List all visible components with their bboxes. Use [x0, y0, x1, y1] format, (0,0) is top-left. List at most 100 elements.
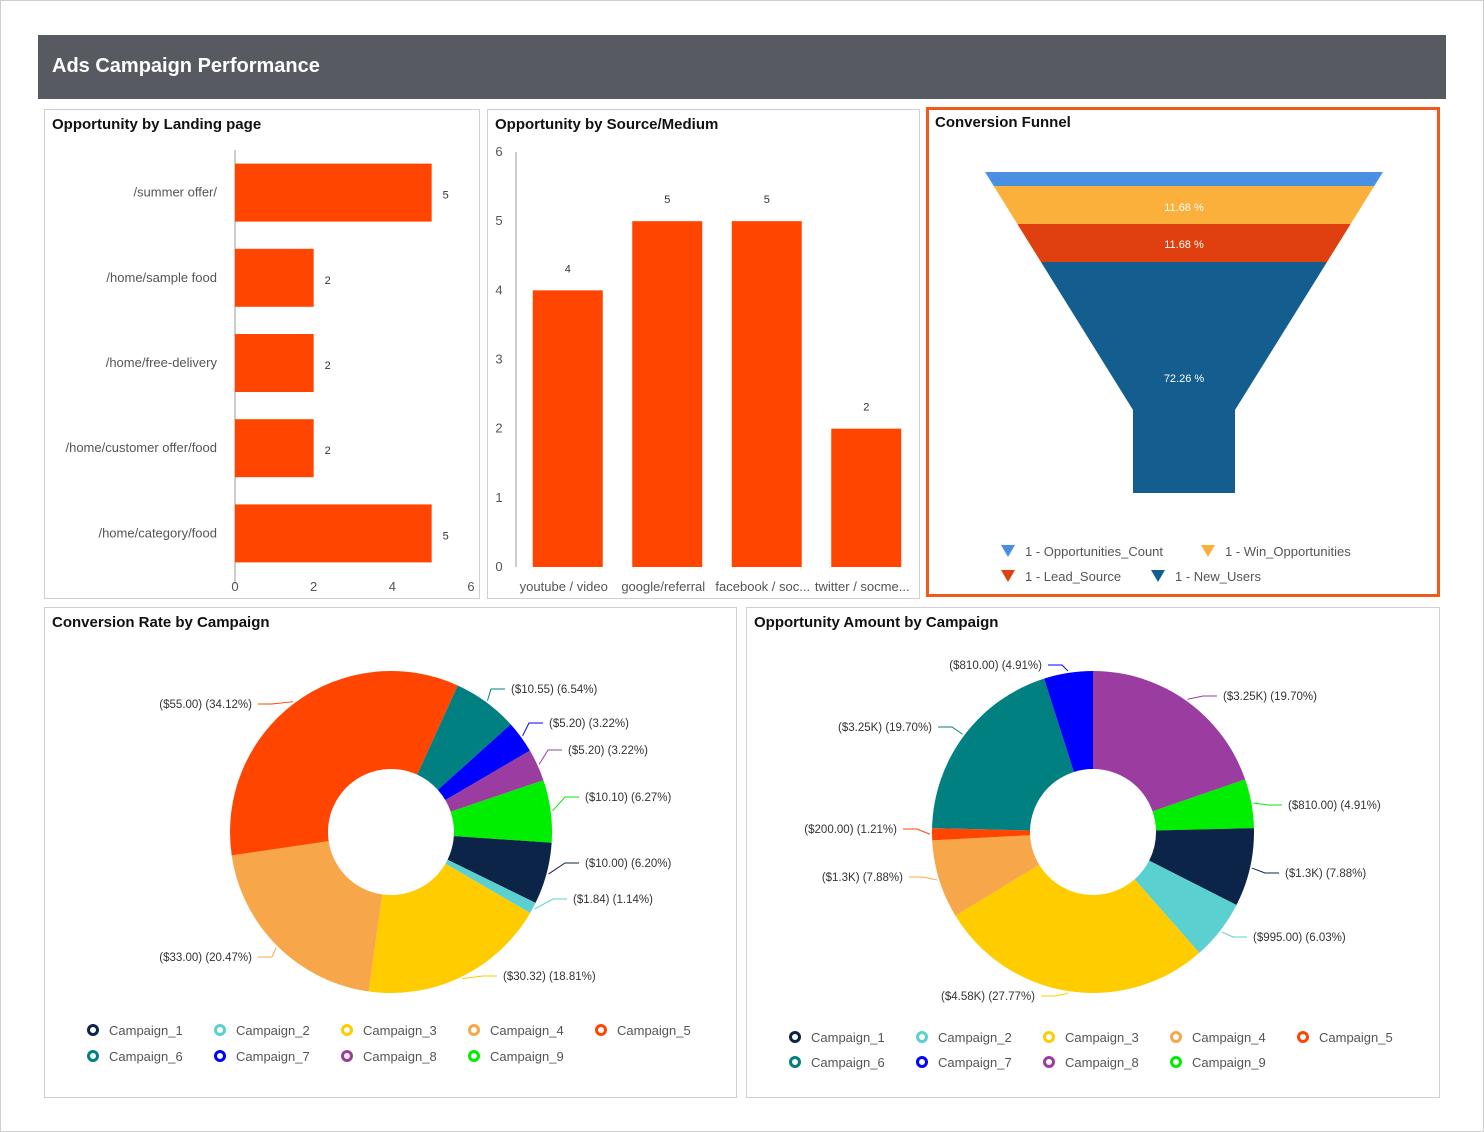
legend-marker — [1201, 545, 1215, 557]
data-label: 4 — [565, 263, 571, 275]
data-label: ($200.00) (1.21%) — [804, 824, 897, 836]
category-label: twitter / socme... — [815, 579, 910, 594]
tick-label: 5 — [495, 213, 502, 228]
pie-slice — [932, 678, 1074, 831]
legend-label: Campaign_9 — [1192, 1055, 1266, 1070]
legend-label: Campaign_8 — [1065, 1055, 1139, 1070]
data-label: 5 — [764, 194, 770, 206]
legend-marker — [1043, 1031, 1055, 1043]
data-label: 5 — [443, 190, 449, 202]
leader-line — [552, 796, 579, 812]
legend-label: Campaign_6 — [109, 1049, 183, 1064]
tick-label: 1 — [495, 490, 502, 505]
legend-label: 1 - New_Users — [1175, 569, 1261, 584]
legend-marker — [595, 1024, 607, 1036]
pie-slice — [450, 780, 552, 843]
legend-marker — [214, 1024, 226, 1036]
tick-label: 2 — [310, 579, 317, 594]
legend-marker — [214, 1050, 226, 1062]
bar — [731, 221, 802, 567]
data-label: ($10.10) (6.27%) — [585, 792, 671, 804]
pie-slice — [417, 685, 511, 790]
tick-label: 3 — [495, 352, 502, 367]
panel-opportunity-by-landing-page[interactable]: Opportunity by Landing page /summer offe… — [44, 109, 480, 599]
legend-label: 1 - Lead_Source — [1025, 569, 1121, 584]
data-label: ($1.84) (1.14%) — [573, 894, 653, 906]
leader-line — [258, 701, 294, 705]
panel-title: Conversion Rate by Campaign — [52, 614, 270, 631]
legend-marker — [1043, 1056, 1055, 1068]
legend-marker — [341, 1024, 353, 1036]
category-label: /summer offer/ — [133, 185, 217, 200]
panel-title: Opportunity by Landing page — [52, 116, 262, 133]
data-label: ($5.20) (3.22%) — [568, 745, 648, 757]
leader-line — [903, 828, 931, 835]
rate-donut-chart: ($10.55) (6.54%) ($5.20) (3.22%) ($5.20) (… — [87, 671, 691, 1064]
data-label: ($4.58K) (27.77%) — [941, 991, 1035, 1003]
category-label: /home/category/food — [98, 525, 217, 540]
legend-label: Campaign_7 — [938, 1055, 1012, 1070]
data-label: ($30.32) (18.81%) — [503, 971, 596, 983]
pie-slice — [1044, 671, 1093, 772]
landing-bar-chart: /summer offer/5/home/sample food 2/home/f… — [65, 150, 475, 594]
leader-line — [486, 688, 505, 701]
panel-title: Opportunity by Source/Medium — [495, 116, 719, 133]
leader-line — [1251, 867, 1279, 874]
data-label: 2 — [325, 445, 331, 457]
pie-slice — [447, 836, 552, 903]
leader-line — [462, 975, 497, 980]
funnel-stage — [993, 186, 1375, 224]
bar — [235, 334, 314, 392]
tick-label: 0 — [495, 559, 502, 574]
bar — [632, 221, 703, 567]
pie-slice — [230, 671, 458, 856]
dashboard-header: Ads Campaign Performance — [38, 35, 1446, 99]
leader-line — [1253, 802, 1282, 806]
bar — [235, 248, 314, 307]
legend-label: Campaign_3 — [363, 1023, 437, 1038]
leader-line — [522, 722, 543, 737]
legend-label: Campaign_9 — [490, 1049, 564, 1064]
data-label: ($3.25K) (19.70%) — [1223, 691, 1317, 703]
legend-label: Campaign_8 — [363, 1049, 437, 1064]
legend-label: Campaign_4 — [490, 1023, 564, 1038]
data-label: ($5.20) (3.22%) — [549, 718, 629, 730]
legend-marker — [468, 1024, 480, 1036]
category-label: /home/free-delivery — [106, 355, 218, 370]
data-label: 2 — [325, 360, 331, 372]
data-label: ($10.00) (6.20%) — [585, 858, 671, 870]
leader-line — [1221, 931, 1247, 938]
legend-label: Campaign_2 — [236, 1023, 310, 1038]
bar — [235, 419, 314, 478]
leader-line — [548, 862, 579, 875]
leader-line — [258, 947, 277, 958]
panel-conversion-rate-by-campaign[interactable]: Conversion Rate by Campaign ($10.55) (6.… — [44, 607, 737, 1098]
pie-slice — [1149, 828, 1254, 906]
data-label: 72.26 % — [1164, 373, 1205, 385]
data-label: 11.68 % — [1164, 239, 1204, 251]
legend-marker — [87, 1050, 99, 1062]
panel-opportunity-by-source-medium[interactable]: Opportunity by Source/Medium 0 1 2 3 4 5 6 4 you… — [487, 109, 920, 599]
panel-opportunity-amount-by-campaign[interactable]: Opportunity Amount by Campaign ($3.25K) … — [746, 607, 1440, 1098]
panel-conversion-funnel[interactable]: Conversion Funnel 11.68 % 11.68 % 72.26 % 1… — [926, 107, 1440, 597]
legend-label: Campaign_2 — [938, 1030, 1012, 1045]
data-label: ($810.00) (4.91%) — [1288, 800, 1381, 812]
legend-marker — [1001, 570, 1015, 582]
category-label: youtube / video — [520, 579, 608, 594]
category-label: facebook / soc... — [715, 579, 810, 594]
pie-slice — [1134, 860, 1237, 953]
leader-line — [1048, 664, 1069, 672]
pie-slice — [368, 863, 531, 993]
bar — [235, 163, 432, 222]
tick-label: 4 — [389, 579, 396, 594]
pie-slice — [932, 835, 1040, 916]
data-label: 5 — [443, 530, 449, 542]
pie-slice — [437, 724, 530, 801]
tick-label: 6 — [467, 579, 474, 594]
amount-donut-chart: ($3.25K) (19.70%) ($810.00) (4.91%) ($1.3K… — [789, 660, 1393, 1070]
legend-marker — [341, 1050, 353, 1062]
panel-title: Conversion Funnel — [935, 114, 1071, 131]
data-label: ($1.3K) (7.88%) — [1285, 868, 1366, 880]
legend-label: Campaign_6 — [811, 1055, 885, 1070]
data-label: ($55.00) (34.12%) — [159, 699, 252, 711]
